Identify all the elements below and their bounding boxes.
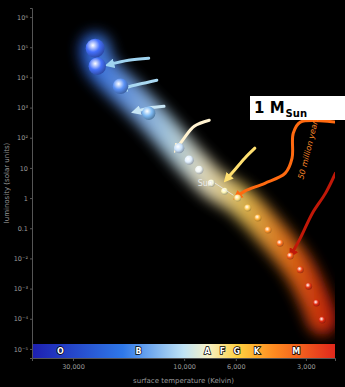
y-tick: 0.1 [18, 225, 32, 233]
main-sequence-glow [95, 48, 322, 320]
y-tick: 1 [24, 195, 32, 203]
annotation: Sun [198, 179, 213, 188]
evolution-track [110, 58, 148, 64]
spectral-band [32, 344, 335, 358]
x-tick: 6,000 [227, 358, 246, 371]
y-tick: 10⁻² [14, 255, 32, 263]
y-tick: 10² [17, 134, 32, 142]
y-tick-label: 1 [24, 195, 28, 203]
star [265, 227, 272, 234]
y-tick-mark [30, 289, 32, 290]
evolution-track [124, 80, 157, 88]
spectral-class-label: M [292, 347, 300, 356]
star [319, 316, 326, 323]
x-tick-label: 6,000 [227, 363, 246, 371]
y-tick-mark [30, 168, 32, 169]
x-tick-mark [306, 358, 307, 361]
evolution-track [292, 173, 335, 253]
evolution-track [228, 148, 255, 178]
spectral-class-label: G [234, 347, 241, 356]
y-tick: 10⁴ [17, 74, 32, 82]
y-tick-label: 10⁵ [17, 44, 28, 52]
x-tick-mark [236, 358, 237, 361]
background [0, 0, 345, 387]
x-tick: 3,000 [297, 358, 316, 371]
y-tick: 10⁻³ [14, 285, 32, 293]
y-tick: 10⁶ [17, 14, 32, 22]
spectral-class-label: A [204, 347, 211, 356]
mass-label-subscript: Sun [286, 108, 307, 119]
star [313, 300, 320, 307]
mass-label-box [250, 96, 345, 120]
y-tick-label: 10 [20, 164, 28, 172]
y-tick-label: 10⁴ [17, 74, 28, 82]
star [244, 204, 251, 211]
spectral-class-label: F [220, 347, 225, 356]
plot-area [86, 39, 335, 324]
y-tick-label: 10³ [17, 104, 28, 112]
y-tick-mark [30, 349, 32, 350]
star [89, 58, 106, 75]
x-axis-line [33, 359, 336, 362]
y-tick-mark [30, 138, 32, 139]
annotation-pointer [215, 183, 234, 195]
y-tick-label: 0.1 [18, 225, 28, 233]
y-tick-mark [30, 198, 32, 199]
y-tick-label: 10² [17, 134, 28, 142]
x-tick-label: 3,000 [297, 363, 316, 371]
x-tick: 10,000 [173, 358, 196, 371]
y-tick: 10⁻⁴ [14, 315, 32, 323]
y-tick: 10³ [17, 104, 32, 112]
y-tick-label: 10⁶ [17, 14, 28, 22]
y-tick: 10 [20, 164, 32, 172]
hr-diagram: O B AFG K M 10⁶ 10⁵ 10⁴ 10³ 10² 10 1 0.1 10⁻² 10⁻³ 10⁻⁴… [0, 0, 345, 387]
y-tick-label: 10⁻⁵ [14, 345, 29, 353]
y-tick: 10⁵ [17, 44, 32, 52]
star [86, 39, 105, 58]
spectral-class-label: B [135, 347, 141, 356]
star [174, 143, 184, 153]
y-tick: 10⁻⁵ [14, 345, 32, 353]
annotation: 50 million years [297, 116, 321, 180]
spectral-class-label: K [254, 347, 261, 356]
x-tick: 30,000 [62, 358, 85, 371]
star [185, 156, 194, 165]
star [195, 166, 203, 174]
y-axis: 10⁶ 10⁵ 10⁴ 10³ 10² 10 1 0.1 10⁻² 10⁻³ 10⁻⁴ 10⁻⁵ [14, 9, 33, 359]
x-tick-mark [73, 358, 74, 361]
x-tick-label: 10,000 [173, 363, 196, 371]
y-tick-mark [30, 319, 32, 320]
y-tick-mark [30, 228, 32, 229]
y-axis-title: luminosity (solar units) [3, 142, 11, 223]
star [287, 253, 294, 260]
star [277, 240, 284, 247]
y-tick-label: 10⁻² [14, 255, 29, 263]
x-axis: 30,000 10,000 6,000 3,000 [33, 358, 336, 371]
evolution-track [238, 120, 335, 196]
star [142, 107, 155, 120]
star [254, 214, 261, 221]
y-tick-label: 10⁻³ [14, 285, 29, 293]
y-tick-mark [30, 77, 32, 78]
mass-label: 1 M [254, 99, 285, 117]
y-tick-mark [30, 258, 32, 259]
y-tick-label: 10⁻⁴ [14, 315, 29, 323]
x-axis-title: surface temperature (Kelvin) [133, 377, 234, 385]
y-tick-mark [30, 47, 32, 48]
x-tick-mark [184, 358, 185, 361]
star [113, 78, 129, 94]
star [305, 283, 312, 290]
x-tick-label: 30,000 [62, 363, 85, 371]
star [297, 266, 304, 273]
y-tick-mark [30, 17, 32, 18]
y-axis-line [30, 9, 33, 359]
spectral-class-label: O [57, 347, 64, 356]
star [234, 195, 241, 202]
y-tick-mark [30, 108, 32, 109]
